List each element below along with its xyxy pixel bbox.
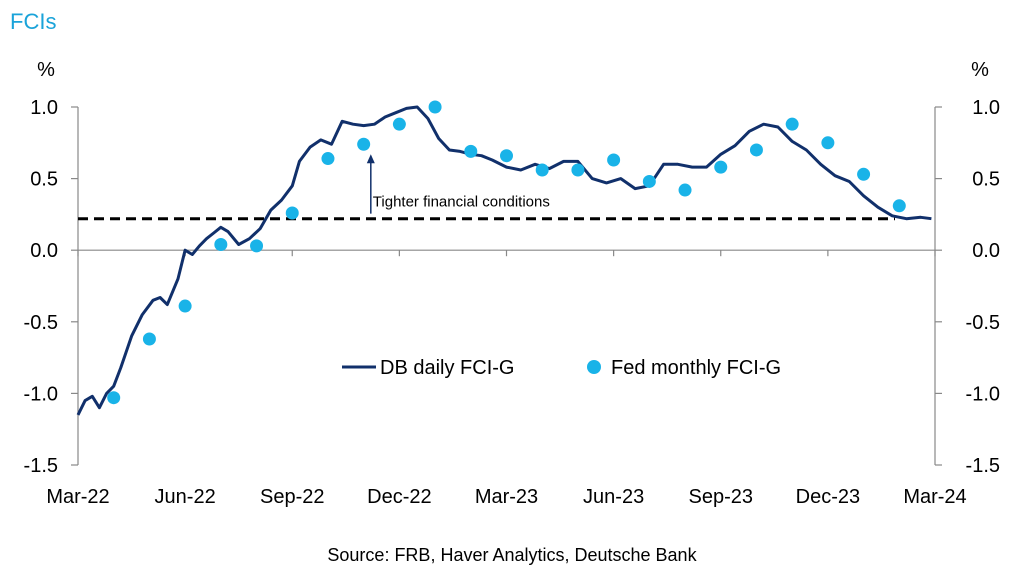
fed-monthly-point (321, 152, 335, 166)
fed-monthly-point (107, 391, 121, 405)
x-tick-label: Sep-23 (689, 486, 754, 508)
left-tick-label: -0.5 (24, 312, 58, 334)
fed-monthly-point (535, 163, 549, 177)
fed-monthly-point (571, 163, 585, 177)
left-tick-label: -1.0 (24, 383, 58, 405)
right-tick-label: 1.0 (972, 97, 1000, 119)
fed-monthly-point (357, 137, 371, 151)
left-unit-label: % (37, 59, 55, 81)
legend-label-fed-monthly: Fed monthly FCI-G (611, 357, 781, 379)
left-tick-label: 0.0 (30, 240, 58, 262)
legend-dot-swatch (587, 360, 601, 374)
fed-monthly-point (428, 100, 442, 114)
x-tick-label: Dec-23 (796, 486, 860, 508)
series-dots-fed-monthly-fci-g (107, 100, 906, 405)
fed-monthly-point (892, 199, 906, 213)
x-ticks: Mar-22 Jun-22 Sep-22 Dec-22 Mar-23 Jun-23 Sep-… (46, 250, 967, 508)
x-tick-label: Dec-22 (367, 486, 431, 508)
fci-chart: % % 1.0 0.5 0.0 -0.5 -1.0 -1.5 1.0 0.5 0.0 -0.5 -… (24, 59, 1000, 508)
fed-monthly-point (821, 136, 835, 150)
source-note: Source: FRB, Haver Analytics, Deutsche B… (327, 545, 697, 565)
legend: DB daily FCI-G Fed monthly FCI-G (342, 357, 781, 379)
x-tick-label: Mar-24 (903, 486, 966, 508)
fed-monthly-point (285, 206, 299, 220)
fed-monthly-point (857, 167, 871, 181)
right-tick-label: -0.5 (966, 312, 1000, 334)
fed-monthly-point (392, 117, 406, 131)
right-tick-label: 0.0 (972, 240, 1000, 262)
fed-monthly-point (142, 332, 156, 346)
annotation-text: Tighter financial conditions (373, 194, 550, 211)
x-tick-label: Mar-22 (46, 486, 109, 508)
fed-monthly-point (642, 174, 656, 188)
right-tick-label: -1.0 (966, 383, 1000, 405)
x-tick-label: Jun-22 (155, 486, 216, 508)
chart-title: FCIs (10, 9, 57, 34)
fed-monthly-point (678, 183, 692, 197)
right-y-ticks: 1.0 0.5 0.0 -0.5 -1.0 -1.5 (935, 97, 1000, 477)
fed-monthly-point (178, 299, 192, 313)
fed-monthly-point (250, 239, 264, 253)
fed-monthly-point (607, 153, 621, 167)
series-line-db-daily-fci-g (76, 105, 932, 416)
fed-monthly-point (785, 117, 799, 131)
fed-monthly-point (714, 160, 728, 174)
x-tick-label: Jun-23 (583, 486, 644, 508)
annotation: Tighter financial conditions (366, 154, 550, 214)
right-unit-label: % (971, 59, 989, 81)
left-tick-label: 1.0 (30, 97, 58, 119)
right-tick-label: 0.5 (972, 169, 1000, 191)
left-tick-label: -1.5 (24, 455, 58, 477)
right-tick-label: -1.5 (966, 455, 1000, 477)
fed-monthly-point (464, 144, 478, 158)
left-tick-label: 0.5 (30, 169, 58, 191)
fed-monthly-point (749, 143, 763, 157)
left-y-ticks: 1.0 0.5 0.0 -0.5 -1.0 -1.5 (24, 97, 78, 477)
x-tick-label: Mar-23 (475, 486, 538, 508)
annotation-arrow-head (366, 154, 375, 164)
fed-monthly-point (500, 149, 513, 163)
legend-label-db-daily: DB daily FCI-G (380, 357, 514, 379)
fed-monthly-point (214, 237, 228, 251)
x-tick-label: Sep-22 (260, 486, 325, 508)
